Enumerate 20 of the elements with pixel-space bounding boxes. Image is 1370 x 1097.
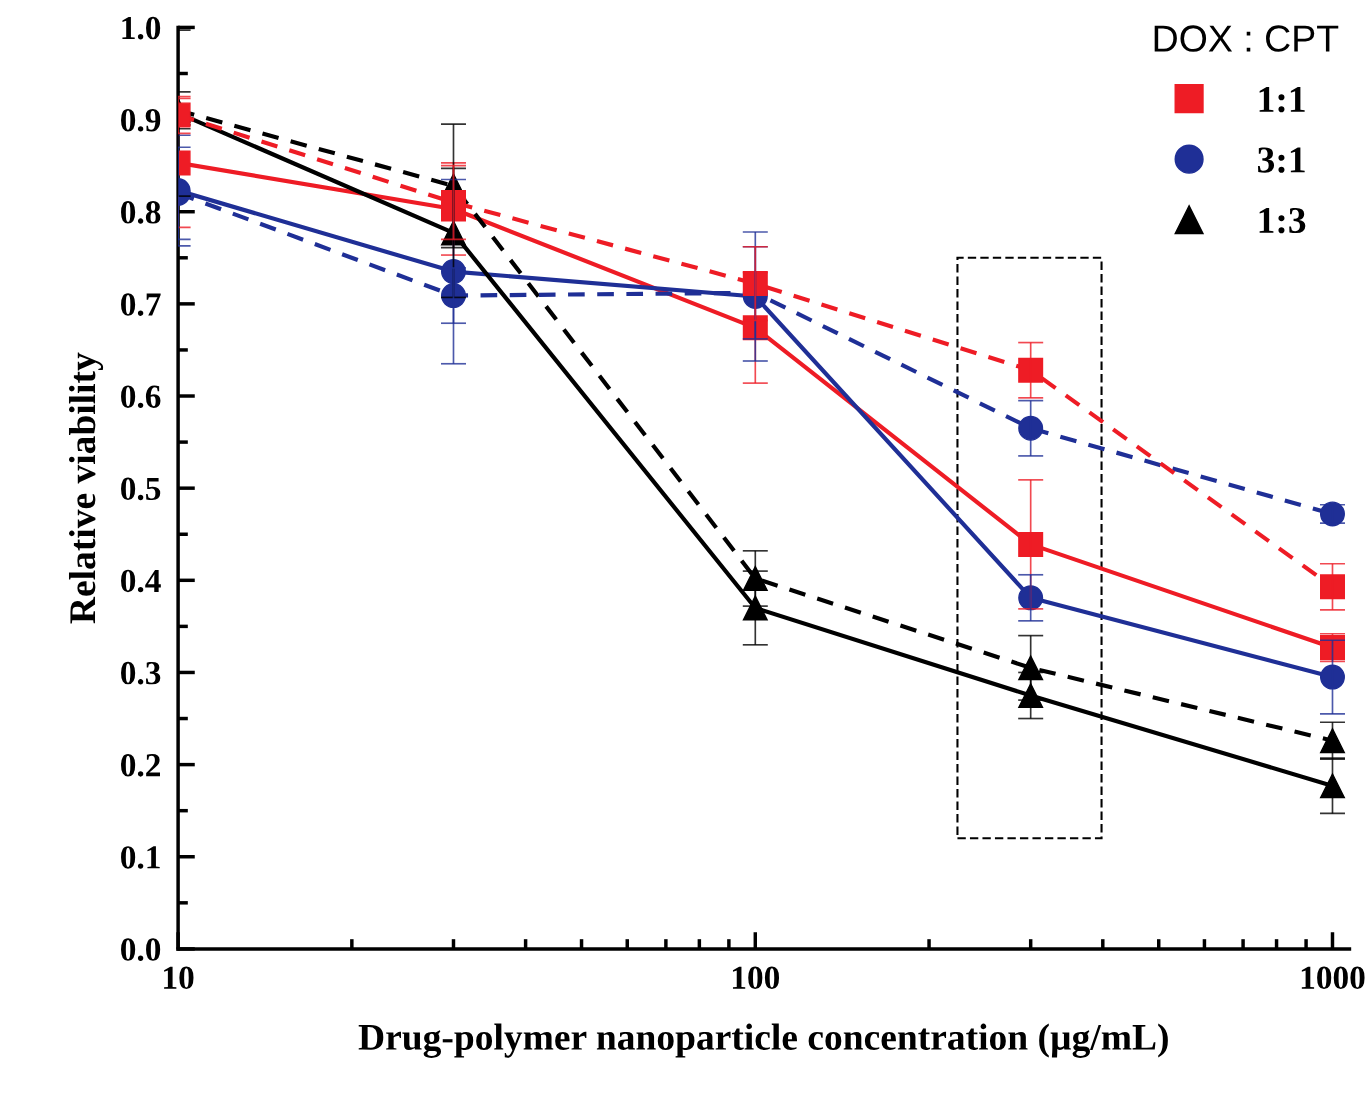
x-tick-label: 10 [164,966,194,990]
y-tick-label: 0.1 [121,846,160,869]
x-axis-title: Drug-polymer nanoparticle concentration (µg/mL) [358,1023,1168,1058]
y-tick-label: 1.0 [122,16,161,40]
legend-label: 1:1 [1259,87,1305,113]
y-tick-label: 0.7 [121,293,161,316]
y-tick-label: 0.9 [121,108,161,132]
y-tick-label: 0.8 [121,201,161,224]
y-tick-label: 0.2 [121,754,160,777]
x-tick-label: 100 [732,966,780,990]
y-tick-label: 0.3 [121,661,161,685]
y-tick-label: 0.5 [121,477,161,501]
legend-title: DOX : CPT [1154,25,1339,52]
y-tick-label: 0.0 [121,938,161,961]
x-tick-label: 1000 [1301,966,1365,990]
legend-label: 1:3 [1259,207,1306,234]
legend-label: 3:1 [1258,147,1305,173]
y-tick-label: 0.6 [121,385,161,409]
y-tick-label: 0.4 [121,569,161,593]
y-axis-title: Relative viability [68,352,104,624]
